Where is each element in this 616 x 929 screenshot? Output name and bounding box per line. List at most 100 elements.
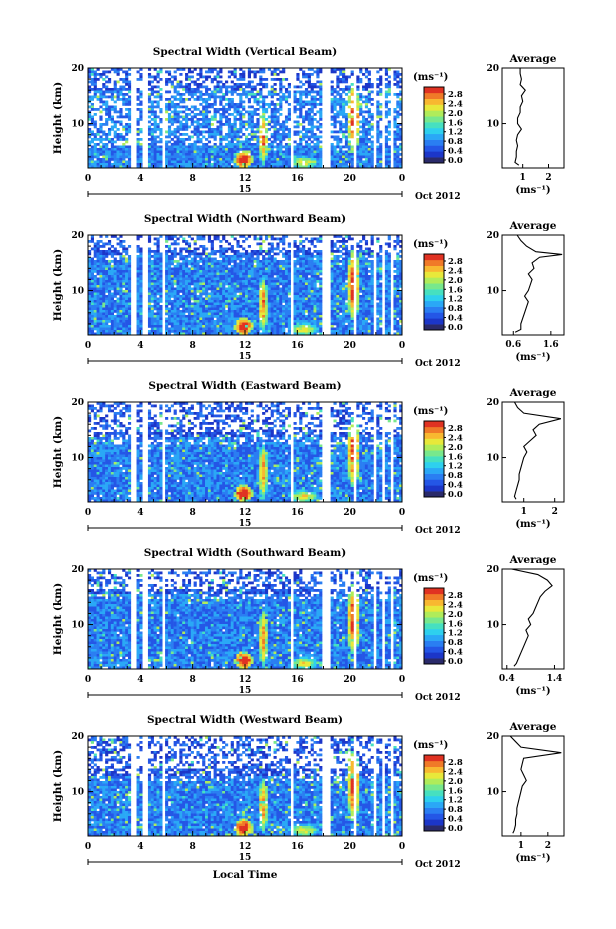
heatmap-cell [136,305,140,308]
heatmap-cell [256,138,260,141]
heatmap-cell [276,73,280,76]
heatmap-cell [187,255,192,258]
heatmap-cell [247,270,251,273]
heatmap-cell [347,148,351,151]
heatmap-cell [236,163,240,166]
heatmap-cell [302,153,306,156]
heatmap-cell [279,237,283,241]
heatmap-cell [156,105,160,109]
heatmap-cell [247,275,251,278]
heatmap-cell [253,317,257,321]
heatmap-cell [116,165,120,169]
heatmap-cell [347,115,351,119]
heatmap-cell [167,310,172,313]
heatmap-cell [99,300,103,303]
heatmap-cell [276,272,280,276]
heatmap-cell [239,123,243,126]
heatmap-cell [396,125,400,129]
heatmap-cell [202,145,206,149]
heatmap-cell [156,70,160,74]
average-profile-line [514,68,526,166]
heatmap-cell [276,315,280,318]
heatmap-cell [279,325,283,328]
heatmap-cell [330,93,334,96]
heatmap-cell [282,237,286,241]
heatmap-cell [93,138,97,141]
heatmap-cell [110,285,114,288]
heatmap-cell [304,135,309,139]
heatmap-cell [156,255,160,258]
heatmap-cell [259,307,263,311]
heatmap-cell [270,103,274,106]
heatmap-cell [185,125,189,129]
heatmap-cell [119,108,123,111]
heatmap-cell [205,312,209,316]
heatmap-cell [182,255,186,258]
heatmap-cell [107,252,112,256]
heatmap-cell [125,332,129,336]
heatmap-cell [316,150,320,154]
heatmap-cell [182,282,186,286]
heatmap-cell [267,265,271,268]
heatmap-cell [296,75,300,79]
heatmap-cell [179,325,183,328]
heatmap-cell [342,165,346,169]
heatmap-cell [187,275,192,278]
heatmap-cell [207,93,212,96]
heatmap-cell [170,143,174,146]
heatmap-cell [216,153,220,156]
heatmap-cell [110,88,114,91]
heatmap-cell [205,320,209,323]
heatmap-cell [376,70,380,74]
heatmap-cell [110,235,114,238]
heatmap-cell [264,275,269,278]
heatmap-cell [230,275,234,278]
heatmap-cell [233,307,237,311]
heatmap-cell [253,277,257,281]
heatmap-cell [344,75,349,79]
heatmap-cell [150,93,154,96]
heatmap-cell [267,120,271,124]
heatmap-cell [196,305,200,308]
heatmap-cell [396,135,400,139]
heatmap-cell [245,302,249,306]
x-tick-label: 8 [190,174,196,184]
x-tick-label: 20 [343,174,356,184]
date-tick-label: 15 [239,185,252,195]
heatmap-cell [333,108,337,111]
heatmap-cell [233,125,237,129]
heatmap-cell [207,68,212,71]
heatmap-cell [299,150,303,154]
heatmap-cell [393,83,397,86]
heatmap-cell [125,267,129,271]
heatmap-cell [193,150,197,154]
heatmap-cell [176,163,180,166]
heatmap-cell [207,235,212,238]
heatmap-cell [367,98,371,101]
heatmap-cell [173,300,177,303]
heatmap-cell [253,270,257,273]
heatmap-cell [167,103,172,106]
heatmap-cell [242,125,246,129]
heatmap-cell [167,322,172,326]
heatmap-cell [239,83,243,86]
heatmap-cell [176,277,180,281]
heatmap-cell [136,282,140,286]
heatmap-cell [159,267,163,271]
heatmap-cell [139,315,143,318]
heatmap-cell [165,150,169,154]
heatmap-cell [253,148,257,151]
heatmap-cell [110,245,114,248]
heatmap-cell [199,272,203,276]
heatmap-cell [88,290,92,293]
heatmap-cell [187,305,192,308]
heatmap-cell [225,275,229,278]
heatmap-cell [88,118,92,121]
heatmap-cell [147,267,152,271]
heatmap-cell [239,105,243,109]
heatmap-cell [90,140,94,144]
heatmap-cell [267,68,271,71]
heatmap-cell [193,257,197,261]
heatmap-cell [264,155,269,159]
heatmap-cell [196,272,200,276]
